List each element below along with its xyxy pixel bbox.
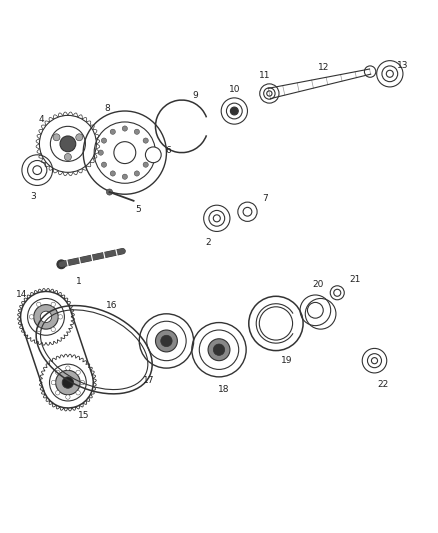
Circle shape (66, 366, 70, 370)
Circle shape (110, 171, 115, 176)
Circle shape (146, 150, 152, 155)
Text: 20: 20 (312, 279, 323, 288)
Circle shape (36, 327, 41, 332)
Circle shape (56, 370, 80, 395)
Text: 21: 21 (349, 275, 360, 284)
Text: 8: 8 (104, 104, 110, 114)
Circle shape (134, 171, 139, 176)
Circle shape (161, 335, 172, 346)
Circle shape (62, 377, 74, 388)
Text: 5: 5 (135, 205, 141, 214)
Circle shape (213, 344, 225, 356)
Text: 6: 6 (166, 146, 172, 155)
Text: 22: 22 (378, 380, 389, 389)
Circle shape (110, 129, 115, 134)
Circle shape (57, 260, 66, 269)
Circle shape (53, 134, 60, 141)
Circle shape (76, 391, 80, 395)
Text: 9: 9 (192, 91, 198, 100)
Text: 10: 10 (229, 85, 240, 94)
Circle shape (76, 370, 80, 375)
Circle shape (101, 162, 106, 167)
Circle shape (56, 370, 60, 375)
Text: 2: 2 (205, 238, 211, 247)
Circle shape (101, 138, 106, 143)
Text: 4: 4 (39, 115, 44, 124)
Circle shape (230, 107, 238, 115)
Text: 3: 3 (30, 192, 36, 201)
Circle shape (143, 138, 148, 143)
Circle shape (134, 129, 139, 134)
Circle shape (145, 147, 161, 163)
Text: 11: 11 (259, 71, 271, 80)
Circle shape (56, 391, 60, 395)
Text: 17: 17 (143, 376, 155, 385)
Text: 15: 15 (78, 411, 89, 420)
Circle shape (29, 314, 34, 319)
Circle shape (64, 154, 71, 160)
Text: 16: 16 (106, 302, 117, 310)
Text: 13: 13 (397, 61, 409, 69)
Circle shape (51, 381, 56, 385)
Circle shape (51, 302, 55, 306)
Text: 19: 19 (281, 356, 293, 365)
Text: 14: 14 (16, 290, 28, 300)
Text: 12: 12 (318, 63, 330, 72)
Circle shape (66, 395, 70, 399)
Circle shape (34, 304, 58, 329)
Circle shape (40, 311, 52, 322)
Circle shape (51, 327, 55, 332)
Text: 1: 1 (76, 277, 82, 286)
Circle shape (76, 134, 83, 141)
Circle shape (60, 136, 76, 152)
Circle shape (122, 174, 127, 179)
Circle shape (114, 142, 136, 164)
Circle shape (122, 126, 127, 131)
Circle shape (364, 66, 376, 77)
Circle shape (80, 381, 85, 385)
Circle shape (98, 150, 103, 155)
Text: 18: 18 (218, 385, 229, 394)
Circle shape (106, 189, 113, 195)
Text: 7: 7 (262, 194, 268, 203)
Circle shape (36, 302, 41, 306)
Circle shape (155, 330, 177, 352)
Circle shape (208, 339, 230, 361)
Circle shape (143, 162, 148, 167)
Circle shape (58, 314, 63, 319)
